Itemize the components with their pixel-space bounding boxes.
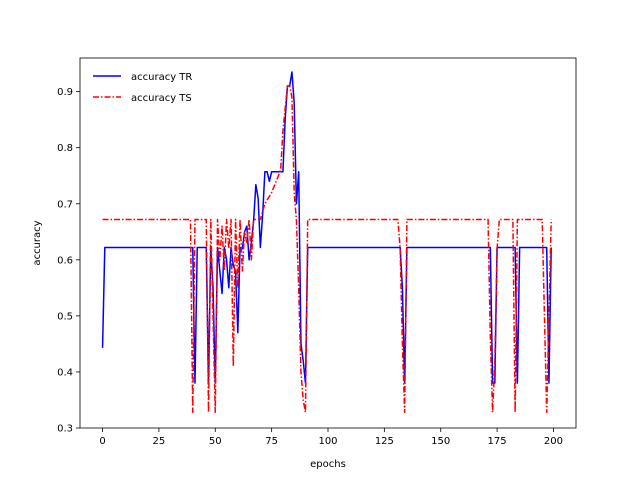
y-tick-label: 0.8 — [57, 143, 73, 154]
y-tick-label: 0.4 — [57, 367, 73, 378]
x-tick-label: 0 — [99, 436, 105, 447]
legend-label-tr: accuracy TR — [131, 72, 192, 83]
x-tick-label: 50 — [209, 436, 222, 447]
y-tick-label: 0.7 — [57, 199, 73, 210]
series-line-accuracy-ts — [102, 85, 552, 414]
x-tick-label: 200 — [544, 436, 563, 447]
legend: accuracy TR accuracy TS — [93, 72, 192, 104]
x-tick-label: 175 — [488, 436, 507, 447]
y-axis-label: accuracy — [32, 220, 43, 265]
x-axis-label: epochs — [310, 459, 346, 470]
y-tick-label: 0.6 — [57, 255, 73, 266]
x-tick-label: 125 — [375, 436, 394, 447]
y-tick-label: 0.3 — [57, 424, 73, 435]
legend-label-ts: accuracy TS — [131, 93, 192, 104]
plot-frame — [79, 57, 577, 429]
x-tick-label: 150 — [431, 436, 450, 447]
x-tick-label: 75 — [265, 436, 278, 447]
series-layer — [101, 71, 552, 414]
plot-area — [80, 58, 576, 428]
y-tick-label: 0.5 — [57, 311, 73, 322]
y-axis-ticks: 0.3 0.4 0.5 0.6 0.7 0.8 0.9 — [57, 87, 80, 435]
x-axis-ticks: 0 25 50 75 100 125 150 175 200 — [99, 428, 563, 447]
y-tick-label: 0.9 — [57, 87, 73, 98]
x-tick-label: 100 — [318, 436, 337, 447]
series-line-accuracy-tr — [101, 71, 552, 384]
x-tick-label: 25 — [153, 436, 166, 447]
